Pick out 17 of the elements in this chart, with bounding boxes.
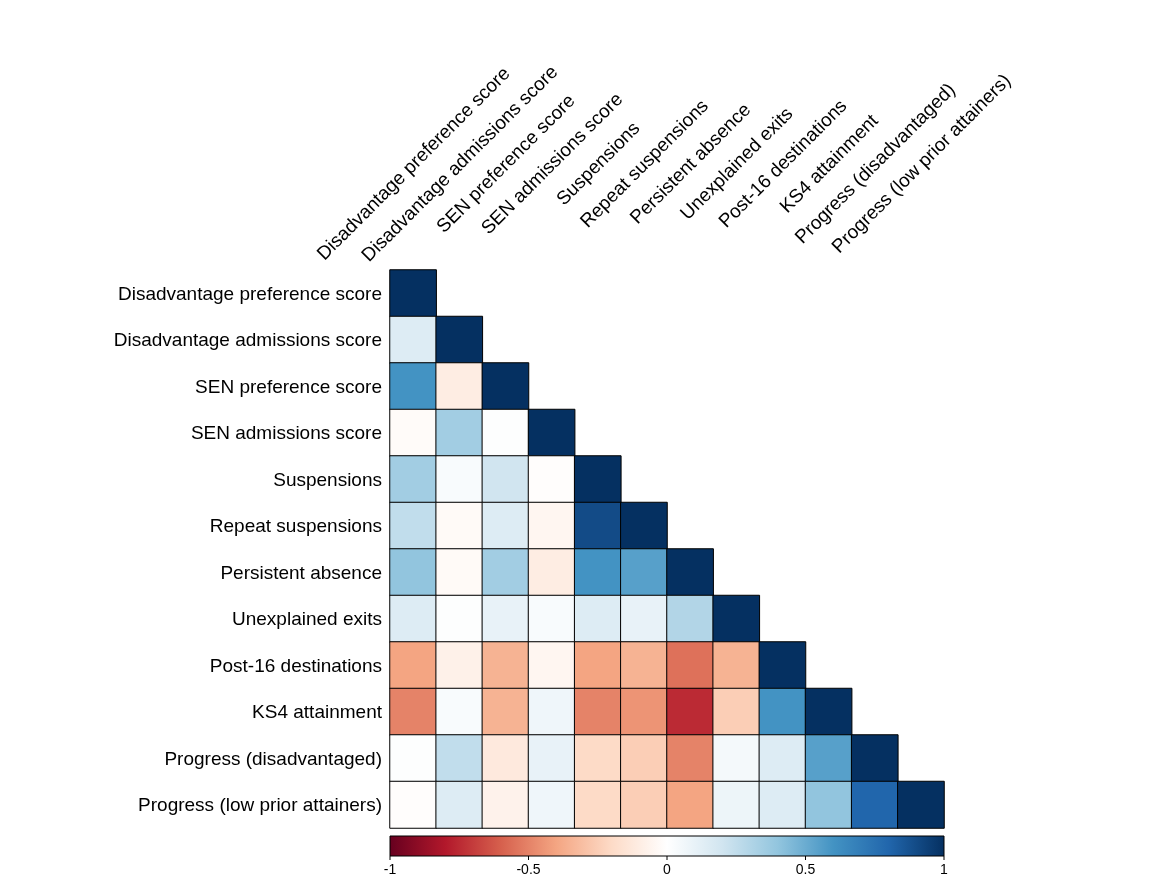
color-bar-label: 0.5 [795,861,816,877]
color-bar-label: -0.5 [516,861,541,877]
y-tick-label: Suspensions [273,468,382,490]
y-tick-label: SEN admissions score [190,422,382,444]
y-tick-label: Progress (low prior attainers) [138,794,382,816]
color-bar-label: -1 [383,861,397,877]
y-tick-label: Repeat suspensions [209,515,382,537]
y-tick-label: KS4 attainment [252,701,383,723]
y-tick-label: SEN preference score [195,375,382,397]
y-tick-label: Disadvantage preference score [117,282,382,304]
y-tick-label: Persistent absence [220,561,382,583]
y-tick-label: Unexplained exits [232,608,382,630]
color-bar-label: 1 [940,861,949,877]
y-tick-label: Post-16 destinations [209,654,382,676]
y-tick-label: Progress (disadvantaged) [164,747,382,769]
color-bar-label: 0 [663,861,672,877]
y-tick-label: Disadvantage admissions score [113,329,382,351]
